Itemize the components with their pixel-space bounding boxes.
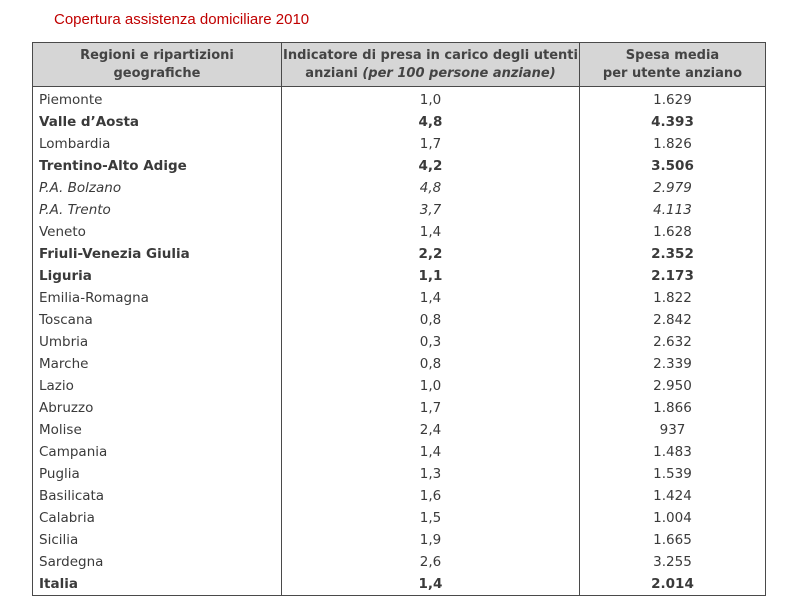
indicator-cell: 1,0 (419, 378, 442, 394)
region-cell: Italia (39, 576, 78, 592)
indicator-cell: 4,8 (418, 114, 443, 130)
indicator-cell: 1,1 (418, 268, 443, 284)
indicator-cell: 1,5 (419, 510, 442, 526)
indicator-cell: 1,3 (419, 466, 442, 482)
region-cell: Lazio (39, 378, 74, 394)
column-spesa: 1.629 4.393 1.826 3.506 2.979 4.113 1.628 2.352… (580, 87, 765, 595)
region-cell: Basilicata (39, 488, 105, 504)
indicator-cell: 4,8 (419, 180, 442, 196)
indicator-cell: 1,7 (419, 400, 442, 416)
header-regions-line2: geografiche (113, 65, 201, 81)
indicator-cell: 1,4 (419, 444, 442, 460)
spesa-cell: 2.173 (651, 268, 694, 284)
indicator-cell: 0,8 (419, 312, 442, 328)
spesa-cell: 1.628 (653, 224, 692, 240)
region-cell: Abruzzo (39, 400, 94, 416)
region-cell: Calabria (39, 510, 95, 526)
region-cell: Friuli-Venezia Giulia (39, 246, 190, 262)
spesa-cell: 2.352 (651, 246, 694, 262)
indicator-cell: 2,4 (419, 422, 442, 438)
indicator-cell: 1,4 (418, 576, 443, 592)
indicator-cell: 1,9 (419, 532, 442, 548)
header-indicator: Indicatore di presa in carico degli uten… (282, 43, 580, 86)
region-cell: Campania (39, 444, 108, 460)
region-cell: Lombardia (39, 136, 111, 152)
indicator-cell: 1,0 (419, 92, 442, 108)
spesa-cell: 1.629 (653, 92, 692, 108)
header-indicator-line2a: anziani (305, 65, 363, 81)
indicator-cell: 1,6 (419, 488, 442, 504)
header-spesa-line2: per utente anziano (602, 65, 743, 81)
header-spesa: Spesa media per utente anziano (580, 43, 765, 86)
page-title: Copertura assistenza domiciliare 2010 (54, 11, 310, 28)
spesa-cell: 1.822 (653, 290, 692, 306)
spesa-cell: 2.950 (653, 378, 692, 394)
indicator-cell: 4,2 (418, 158, 443, 174)
spesa-cell: 2.339 (653, 356, 692, 372)
spesa-cell: 3.255 (653, 554, 692, 570)
region-cell: Liguria (39, 268, 92, 284)
spesa-cell: 4.113 (653, 202, 692, 218)
spesa-cell: 1.539 (653, 466, 692, 482)
indicator-cell: 1,4 (419, 290, 442, 306)
header-regions: Regioni e ripartizioni geografiche (33, 43, 282, 86)
region-cell: Piemonte (39, 92, 103, 108)
region-cell: Sicilia (39, 532, 79, 548)
spesa-cell: 1.826 (653, 136, 692, 152)
header-spesa-line1: Spesa media (625, 47, 720, 63)
spesa-cell: 937 (659, 422, 686, 438)
spesa-cell: 2.979 (653, 180, 692, 196)
region-cell: Molise (39, 422, 82, 438)
indicator-cell: 1,4 (419, 224, 442, 240)
table-header: Regioni e ripartizioni geografiche Indic… (33, 43, 765, 87)
region-cell: Trentino-Alto Adige (39, 158, 187, 174)
region-cell: Toscana (39, 312, 93, 328)
indicator-cell: 2,6 (419, 554, 442, 570)
spesa-cell: 1.665 (653, 532, 692, 548)
indicator-cell: 0,3 (419, 334, 442, 350)
region-cell: Valle d’Aosta (39, 114, 140, 130)
indicator-cell: 0,8 (419, 356, 442, 372)
header-indicator-line2b: (per 100 persone anziane) (362, 65, 556, 81)
region-cell: Puglia (39, 466, 80, 482)
spesa-cell: 1.866 (653, 400, 692, 416)
table-body: Piemonte Valle d’Aosta Lombardia Trentino-A… (33, 87, 765, 595)
column-regions: Piemonte Valle d’Aosta Lombardia Trentino-A… (33, 87, 282, 595)
spesa-cell: 2.632 (653, 334, 692, 350)
spesa-cell: 3.506 (651, 158, 694, 174)
region-cell: Umbria (39, 334, 89, 350)
indicator-cell: 3,7 (419, 202, 442, 218)
indicator-cell: 1,7 (419, 136, 442, 152)
region-cell: Marche (39, 356, 89, 372)
region-cell: Veneto (39, 224, 86, 240)
header-indicator-line1: Indicatore di presa in carico degli uten… (283, 47, 578, 63)
indicator-cell: 2,2 (418, 246, 443, 262)
region-cell: P.A. Trento (39, 202, 111, 218)
region-cell: Emilia-Romagna (39, 290, 149, 306)
spesa-cell: 1.004 (653, 510, 692, 526)
region-cell: Sardegna (39, 554, 104, 570)
spesa-cell: 2.842 (653, 312, 692, 328)
spesa-cell: 4.393 (651, 114, 694, 130)
column-indicator: 1,0 4,8 1,7 4,2 4,8 3,7 1,4 2,2 1,1 1,4 0,8 0,3 0,8 1… (282, 87, 580, 595)
spesa-cell: 1.424 (653, 488, 692, 504)
data-table: Regioni e ripartizioni geografiche Indic… (32, 42, 766, 596)
region-cell: P.A. Bolzano (39, 180, 122, 196)
spesa-cell: 1.483 (653, 444, 692, 460)
header-regions-line1: Regioni e ripartizioni (80, 47, 234, 63)
spesa-cell: 2.014 (651, 576, 694, 592)
